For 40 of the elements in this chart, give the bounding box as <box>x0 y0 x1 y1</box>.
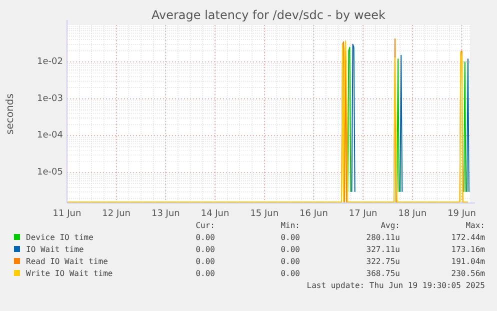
legend-label: Device IO time <box>26 233 94 242</box>
y-tick-label: 1e-04 <box>37 130 64 141</box>
x-tick-label: 18 Jun <box>398 209 427 219</box>
text: 368.75u <box>366 269 400 278</box>
text: 327.11u <box>366 245 400 254</box>
text: Avg: <box>380 221 400 230</box>
y-tick-label: 1e-05 <box>37 168 63 178</box>
text: 173.16m <box>451 245 486 254</box>
x-tick-label: 17 Jun <box>348 209 378 219</box>
x-tick-label: 12 Jun <box>102 209 131 219</box>
text: 322.75u <box>366 257 400 266</box>
x-tick-label: 19 Jun <box>448 209 476 219</box>
text: 0.00 <box>196 233 216 242</box>
text: 0.00 <box>196 257 216 266</box>
x-tick-label: 13 Jun <box>152 209 180 219</box>
text: Last update: Thu Jun 19 19:30:05 2025 <box>306 281 486 290</box>
text: 0.00 <box>196 245 216 254</box>
y-tick-label: 1e-03 <box>37 94 63 104</box>
legend-label: IO Wait time <box>26 245 84 254</box>
chart-title: Average latency for /dev/sdc - by week <box>152 8 386 22</box>
x-tick-label: 14 Jun <box>200 209 230 219</box>
text: Min: <box>280 221 300 230</box>
text: 0.00 <box>196 269 216 278</box>
x-tick-label: 15 Jun <box>250 209 279 219</box>
text: Cur: <box>196 221 215 230</box>
text: Max: <box>466 221 485 230</box>
text: 0.00 <box>280 233 300 242</box>
text: 0.00 <box>280 269 300 278</box>
text: 172.44m <box>451 233 486 242</box>
text: 0.00 <box>280 257 300 266</box>
text: 280.11u <box>366 233 400 242</box>
x-tick-label: 16 Jun <box>300 209 328 219</box>
y-axis-title: seconds <box>5 94 16 134</box>
legend-label: Write IO Wait time <box>26 269 113 278</box>
legend-label: Read IO Wait time <box>26 257 108 266</box>
x-tick-label: 11 Jun <box>52 209 82 219</box>
text: 191.04m <box>451 257 486 266</box>
text: 230.56m <box>451 269 486 278</box>
text: 0.00 <box>280 245 300 254</box>
y-tick-label: 1e-02 <box>37 56 63 67</box>
